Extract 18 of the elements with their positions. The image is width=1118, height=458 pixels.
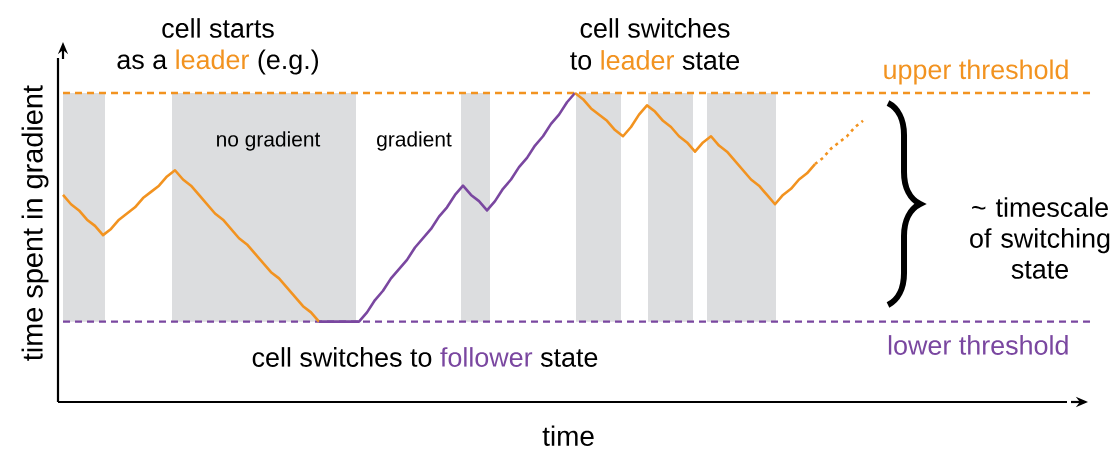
annotation: cell switches to [252,347,432,367]
text: state [682,52,740,70]
annotation: state [540,349,598,367]
ref-line-label: lower threshold [888,335,1068,355]
y-axis-title: time spent in gradient [21,85,49,361]
annotation: no gradient [217,131,321,151]
text: ~ timescale of switching state [970,197,1110,279]
annotation: gradient [377,131,452,151]
text: to [570,52,592,70]
text: (e.g.) [258,49,319,75]
text: leader [176,49,249,70]
text: cell switches [580,18,730,38]
text: as a [117,54,168,70]
x-axis-title: time [542,425,594,446]
annotation: follower [440,347,533,367]
text: cell starts [162,18,274,38]
text: leader [601,50,674,70]
ref-line-label: upper threshold [884,59,1068,85]
